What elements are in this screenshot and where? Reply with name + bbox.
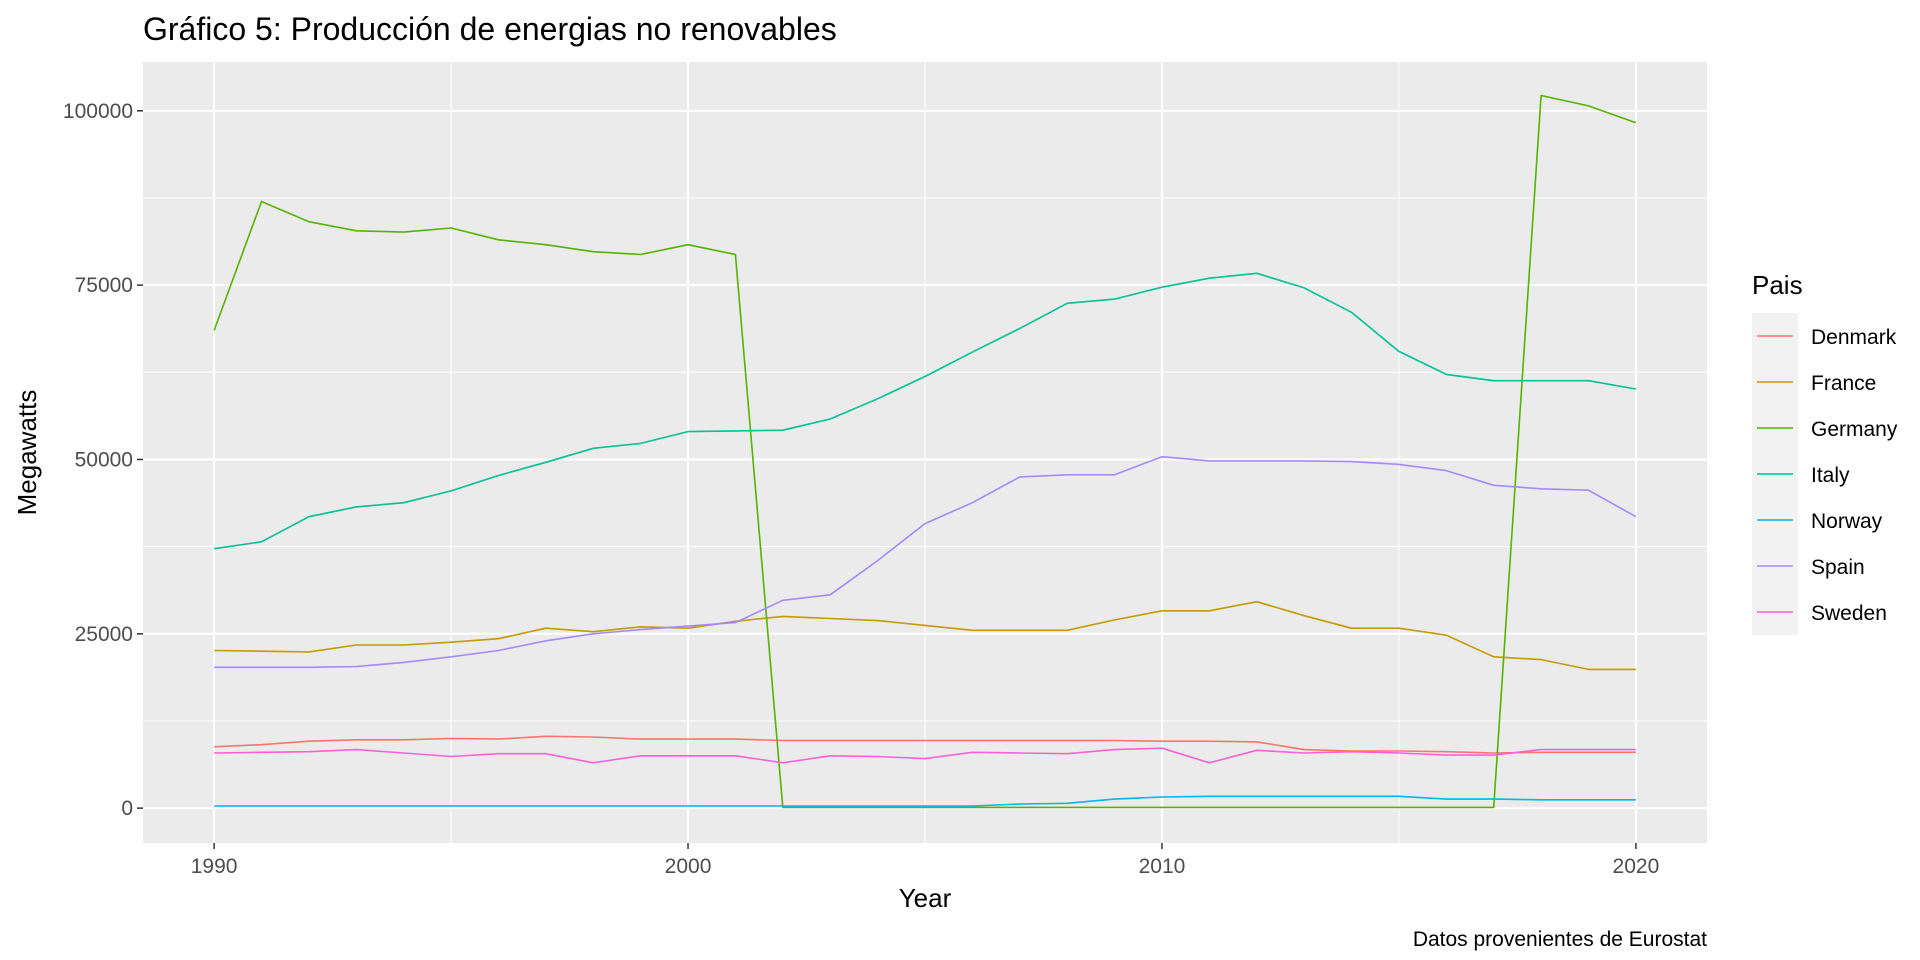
y-tick-label: 100000 [63,100,133,123]
y-tick-label: 25000 [75,623,133,646]
legend: Pais Denmark France Germany Italy Norway Spai… [1752,270,1898,635]
x-tick-label: 2000 [665,855,712,878]
series-line-france [214,600,1636,671]
series-lines [213,94,1637,809]
x-tick-label: 1990 [191,855,238,878]
legend-items: Denmark France Germany Italy Norway Spain Swed… [1757,326,1898,625]
chart-title: Gráfico 5: Producción de energias no ren… [143,11,837,47]
legend-title: Pais [1752,270,1803,300]
legend-label-sweden: Sweden [1811,602,1887,625]
legend-label-norway: Norway [1811,510,1883,533]
y-axis: 0 25000 50000 75000 100000 [63,100,143,820]
y-tick-label: 75000 [75,274,133,297]
series-line-sweden [214,747,1636,764]
legend-label-denmark: Denmark [1811,326,1897,349]
y-tick-label: 50000 [75,448,133,471]
series-line-spain [214,455,1637,669]
legend-label-france: France [1811,372,1876,395]
x-axis-title: Year [899,883,952,913]
x-tick-label: 2010 [1139,855,1186,878]
minor-gridlines [143,62,1707,843]
legend-label-germany: Germany [1811,418,1898,441]
series-line-norway [214,795,1636,807]
series-line-denmark [214,735,1636,754]
y-tick-label: 0 [121,797,133,820]
series-line-germany [213,94,1637,809]
x-tick-label: 2020 [1613,855,1660,878]
legend-label-spain: Spain [1811,556,1865,579]
x-axis: 1990 2000 2010 2020 [191,843,1660,878]
chart-caption: Datos provenientes de Eurostat [1413,928,1707,951]
series-line-italy [213,272,1637,550]
y-axis-title: Megawatts [12,390,42,516]
legend-label-italy: Italy [1811,464,1850,487]
